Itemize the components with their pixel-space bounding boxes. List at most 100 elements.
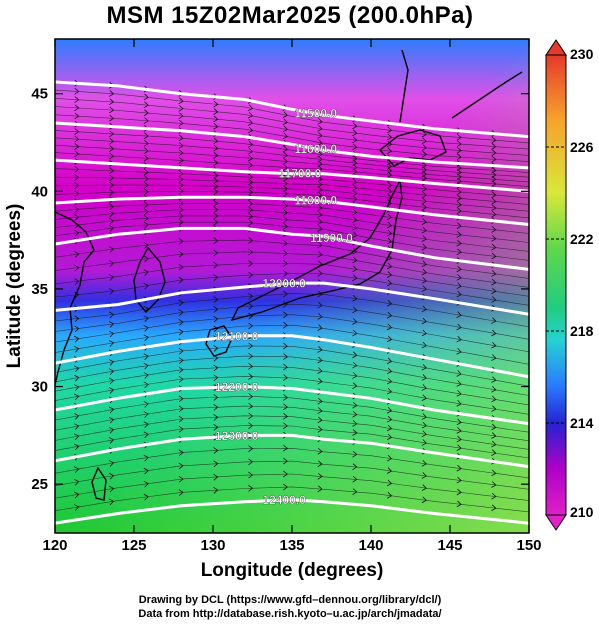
streamline-arrow [491,296,497,303]
streamline-arrow [248,260,254,267]
streamline-arrow [456,222,462,230]
streamline-arrow [248,322,254,330]
streamline-arrow [213,414,219,421]
x-tick-label: 125 [121,537,146,554]
streamline-arrow [421,484,427,491]
y-tick-label: 30 [31,379,48,396]
coastline-hokkaido [378,129,447,167]
streamline-arrow [74,214,80,221]
streamline-arrow [74,166,80,173]
streamline-arrow [74,345,80,353]
streamline-arrow [282,363,288,371]
streamline-arrow [143,315,149,323]
colorbar-bottom-arrow [545,514,567,531]
streamline-arrow [178,187,184,195]
streamline-arrow [74,104,80,112]
streamline-arrow [456,140,462,148]
streamline-arrow [178,157,184,164]
streamline-arrow [491,341,497,349]
streamline-arrow [74,335,80,343]
streamline-arrow [282,250,288,257]
streamline-arrow [282,444,288,452]
streamline-arrow [491,385,497,393]
streamline-arrow [178,276,184,284]
streamline-arrow [386,323,393,331]
streamline-arrow [248,312,254,320]
streamline-arrow [213,212,219,220]
height-contour [55,281,529,316]
streamline [55,251,529,288]
streamline-arrow [491,449,497,456]
streamline-arrow [317,367,323,374]
streamline-arrow [352,450,358,458]
streamline-arrow [143,154,149,162]
streamline-arrow [143,372,149,379]
streamline-arrow [421,130,427,138]
streamline-arrow [456,274,462,281]
streamline-arrow [421,305,427,313]
contour-label: 11500.0 [294,107,337,121]
streamline-arrow [491,278,497,286]
streamline-arrow [491,204,497,212]
height-contour [55,334,529,379]
streamline-arrow [282,290,288,298]
streamline [55,215,529,252]
streamline-arrow [456,311,462,318]
height-contour [55,385,529,426]
streamline-arrow [352,351,358,359]
streamline-arrow [74,423,80,430]
streamline-arrow [456,418,462,426]
colorbar-tick-label: 222 [570,231,594,247]
streamline-arrow [248,471,254,479]
streamline-arrow [108,321,115,328]
streamline-arrow [178,415,184,423]
streamline-arrow [352,488,358,496]
streamline-arrow [248,485,254,492]
streamline-arrow [386,433,393,441]
streamline-arrow [213,152,219,159]
contour-label: 11700.0 [279,167,322,181]
streamline [55,203,529,234]
streamline-arrow [352,475,358,483]
wind-streamlines [55,79,529,513]
streamline-arrow [143,401,149,408]
streamline-arrow [386,311,393,319]
streamline-arrow [108,377,115,385]
streamline-arrow [108,274,115,281]
streamline-arrow [386,126,393,134]
streamline [55,221,529,261]
streamline-arrow [491,481,497,488]
streamline-arrow [317,180,323,188]
streamline-arrow [282,457,288,465]
streamline-arrow [108,472,115,480]
streamline-arrow [248,206,254,214]
y-axis: 25 30 35 40 45 Latitude (degrees) [4,86,529,493]
streamline-arrow [386,271,393,278]
streamline-arrow [386,229,393,237]
streamline-arrow [456,427,462,434]
streamline-arrow [491,143,497,150]
streamline [55,395,529,433]
streamline-arrow [213,487,219,494]
streamline-arrow [213,249,219,257]
x-tick-label: 150 [516,537,541,554]
streamline-arrow [143,147,149,155]
streamline-arrow [491,423,497,431]
streamline-arrow [143,467,149,475]
streamline-arrow [213,172,219,179]
streamline-arrow [421,226,427,234]
streamline-arrow [108,330,115,338]
streamline-arrow [456,348,462,355]
streamline-arrow [74,478,80,486]
streamline-arrow [282,118,288,126]
streamline-arrow [109,174,115,182]
streamline-arrow [143,168,149,176]
streamline-arrow [421,384,427,391]
coastline-japan-kyushu [205,325,233,357]
colorbar-tick-label: 210 [570,504,594,520]
streamline-arrow [213,137,219,145]
streamline-arrow [352,129,358,137]
streamline-arrow [386,213,393,221]
streamline-arrow [178,449,184,457]
streamline-arrow [109,106,115,114]
